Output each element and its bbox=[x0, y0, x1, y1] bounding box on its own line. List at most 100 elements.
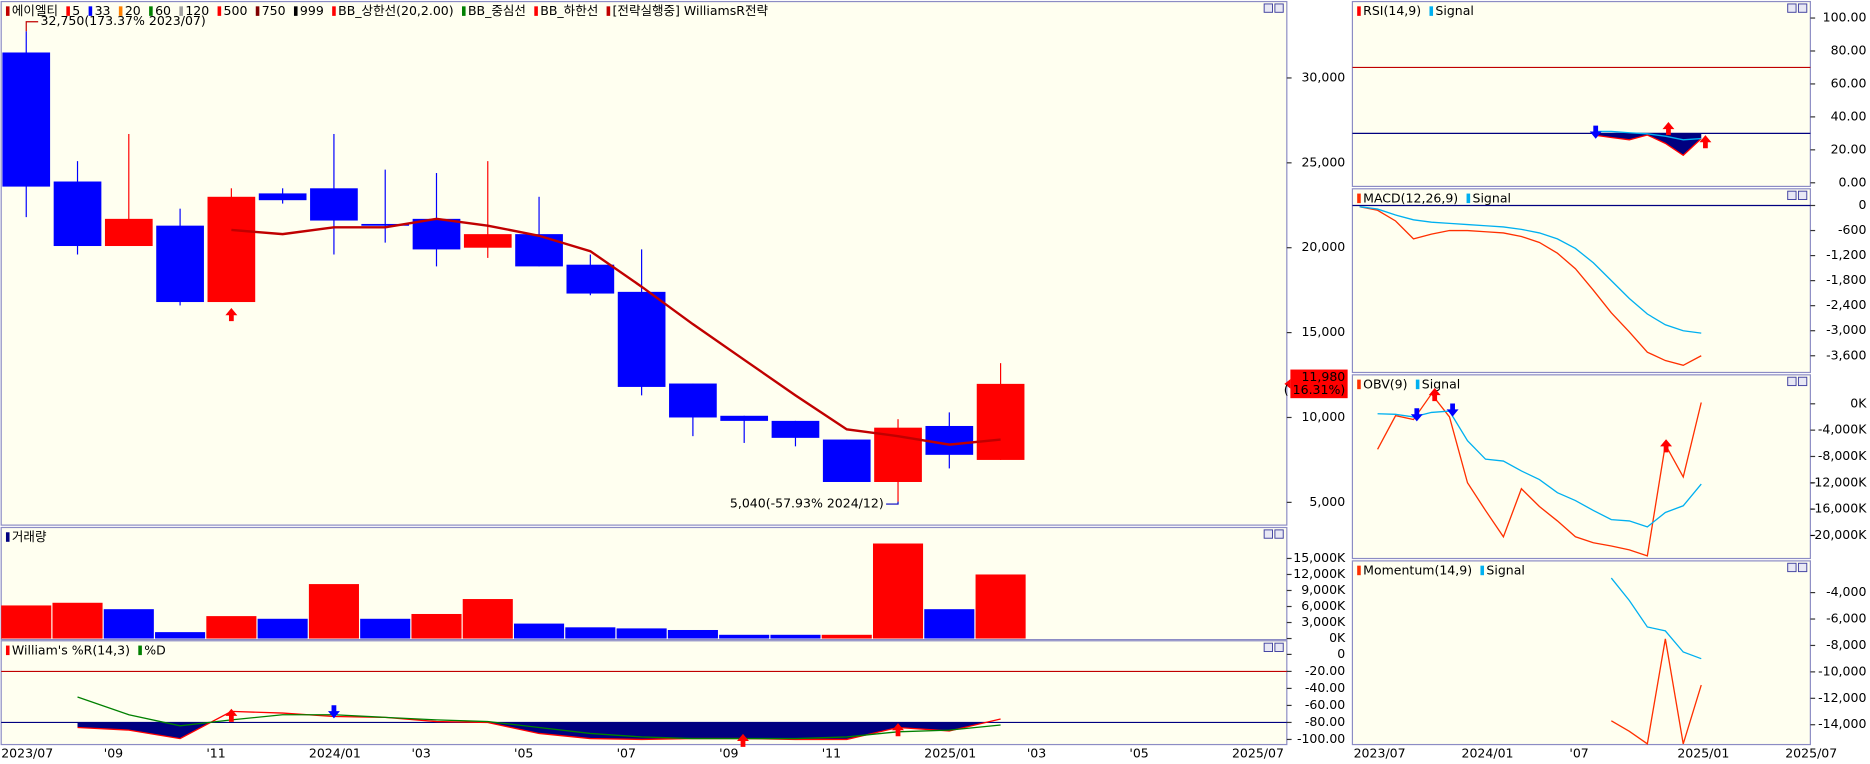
pane bbox=[1351, 188, 1811, 374]
y-tick-label: 80.00 bbox=[1831, 42, 1867, 57]
x-tick-label: '03 bbox=[411, 746, 430, 761]
pane-button bbox=[1274, 3, 1284, 13]
x-tick-label: 2025/01 bbox=[924, 746, 976, 761]
candle-body bbox=[720, 415, 769, 421]
legend-marker bbox=[1357, 565, 1361, 576]
y-tick-label: -4,000K bbox=[1818, 422, 1867, 437]
legend-label: Signal bbox=[1422, 376, 1460, 391]
x-tick-label: 2025/01 bbox=[1677, 746, 1729, 761]
candle-body bbox=[361, 223, 410, 226]
volume-bar bbox=[257, 618, 308, 639]
x-tick-label: '09 bbox=[719, 746, 738, 761]
y-tick-label: 0 bbox=[1858, 197, 1866, 212]
y-tick-label: 40.00 bbox=[1831, 108, 1867, 123]
legend-label: 60 bbox=[155, 3, 171, 18]
legend-label: BB_상한선(20,2.00) bbox=[338, 3, 454, 18]
pane-button bbox=[1797, 190, 1808, 201]
legend-marker bbox=[118, 6, 123, 16]
y-tick-label: -4,000 bbox=[1826, 584, 1866, 599]
legend-marker bbox=[332, 6, 336, 16]
pane bbox=[1351, 560, 1811, 746]
y-tick-label: 3,000K bbox=[1301, 614, 1346, 629]
legend-label: MACD(12,26,9) bbox=[1363, 190, 1458, 205]
y-tick-label: 5,000 bbox=[1309, 494, 1345, 509]
volume-bar bbox=[514, 623, 565, 639]
y-tick-label: -1,200 bbox=[1826, 247, 1866, 262]
volume-bar bbox=[308, 584, 359, 639]
y-tick-label: 0 bbox=[1337, 646, 1345, 661]
pane-button bbox=[1274, 529, 1284, 539]
y-tick-label: -12,000K bbox=[1810, 474, 1867, 489]
legend-label: BB_하한선 bbox=[540, 3, 598, 18]
x-tick-label: '11 bbox=[822, 746, 841, 761]
legend-label: 750 bbox=[262, 3, 286, 18]
price-tag-change: ( 16.31%) bbox=[1284, 382, 1345, 397]
pane-button bbox=[1263, 3, 1273, 13]
legend-label: 20 bbox=[125, 3, 141, 18]
legend-marker bbox=[5, 6, 10, 16]
x-tick-label: 2024/01 bbox=[1462, 746, 1514, 761]
legend-label: %D bbox=[144, 642, 166, 657]
legend-label: 거래량 bbox=[12, 529, 47, 544]
legend-label: Momentum(14,9) bbox=[1363, 563, 1472, 578]
legend-marker bbox=[534, 6, 538, 16]
candle-body bbox=[515, 234, 563, 267]
legend-marker bbox=[461, 6, 466, 16]
y-tick-label: -6,000 bbox=[1826, 611, 1866, 626]
candle-body bbox=[412, 218, 461, 250]
legend-marker bbox=[5, 645, 10, 656]
y-tick-label: 0K bbox=[1329, 630, 1346, 645]
volume-bar bbox=[975, 574, 1026, 639]
y-tick-label: -14,000 bbox=[1818, 716, 1866, 731]
legend-label: Signal bbox=[1486, 563, 1524, 578]
candle-body bbox=[617, 291, 666, 387]
pane-button bbox=[1787, 190, 1797, 201]
legend-label: BB_중심선 bbox=[468, 3, 526, 18]
volume-bar bbox=[411, 613, 462, 639]
volume-bar bbox=[1, 605, 52, 639]
x-tick-label: '11 bbox=[206, 746, 225, 761]
y-tick-label: 20,000 bbox=[1301, 239, 1345, 254]
candle-body bbox=[2, 52, 51, 187]
legend-label: 에이엘티 bbox=[12, 3, 58, 18]
y-tick-label: 20.00 bbox=[1831, 141, 1867, 156]
x-tick-label: '05 bbox=[1129, 746, 1148, 761]
candle-body bbox=[976, 383, 1025, 460]
legend-label: RSI(14,9) bbox=[1363, 3, 1421, 18]
price-tag-pointer bbox=[1284, 379, 1291, 389]
pane-button bbox=[1797, 376, 1808, 387]
y-tick-label: -16,000K bbox=[1810, 501, 1867, 516]
moving-average-line bbox=[231, 217, 1001, 446]
volume-bar bbox=[206, 616, 257, 639]
legend-marker bbox=[1429, 6, 1434, 16]
candle-body bbox=[53, 181, 102, 247]
volume-bar bbox=[924, 609, 975, 639]
pane bbox=[1351, 0, 1811, 188]
candle-body bbox=[156, 225, 204, 303]
y-tick-label: 0K bbox=[1850, 395, 1867, 410]
volume-bar bbox=[872, 543, 924, 639]
volume-bar bbox=[770, 634, 821, 639]
pane-button bbox=[1787, 562, 1797, 573]
legend-marker bbox=[255, 6, 260, 16]
candle-body bbox=[822, 439, 871, 482]
annotation-arrow bbox=[886, 501, 899, 505]
volume-bar bbox=[719, 634, 770, 639]
candle-body bbox=[771, 420, 820, 438]
annotation-arrow bbox=[25, 21, 39, 32]
series-line bbox=[1377, 410, 1702, 528]
volume-bar bbox=[360, 618, 411, 639]
volume-bar bbox=[667, 629, 718, 639]
pane-button bbox=[1787, 376, 1797, 387]
legend-marker bbox=[1357, 193, 1361, 204]
y-tick-label: -2,400 bbox=[1826, 297, 1866, 312]
legend-marker bbox=[1357, 6, 1361, 16]
y-tick-label: 25,000 bbox=[1301, 154, 1345, 169]
area-fill bbox=[1593, 133, 1702, 156]
area-fill bbox=[77, 722, 986, 740]
series-line bbox=[1359, 206, 1702, 367]
series-line bbox=[1593, 134, 1702, 157]
legend-marker bbox=[1480, 565, 1485, 576]
